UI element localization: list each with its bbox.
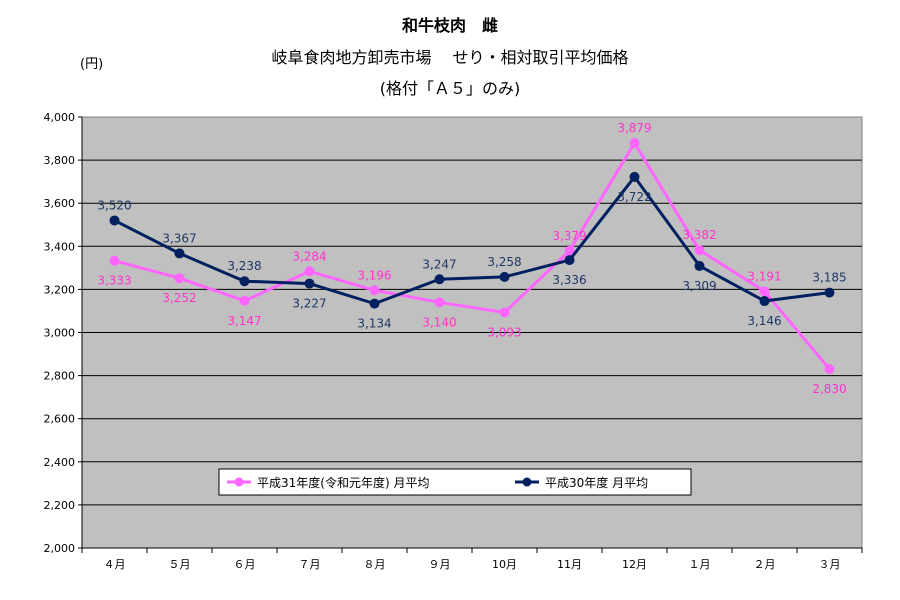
- data-label: 3,093: [487, 325, 521, 339]
- data-label: 2,830: [812, 382, 846, 396]
- data-label: 3,185: [812, 271, 846, 285]
- y-tick-label: 2,200: [44, 499, 76, 512]
- y-tick-label: 3,400: [44, 240, 76, 253]
- y-tick-label: 3,200: [44, 283, 76, 296]
- data-label: 3,333: [97, 274, 131, 288]
- data-point: [759, 296, 770, 307]
- data-label: 3,146: [747, 314, 781, 328]
- legend-marker: [522, 477, 532, 487]
- y-tick-label: 2,000: [44, 542, 76, 555]
- data-point: [824, 364, 835, 375]
- data-point: [109, 215, 120, 226]
- data-label: 3,367: [162, 231, 196, 245]
- x-tick-label: ９月: [429, 558, 451, 571]
- data-point: [694, 260, 705, 271]
- data-point: [434, 297, 445, 308]
- legend-label: 平成30年度 月平均: [545, 475, 648, 490]
- y-tick-label: 3,800: [44, 154, 76, 167]
- data-label: 3,191: [747, 269, 781, 283]
- y-tick-label: 2,800: [44, 370, 76, 383]
- series-line: [114, 141, 831, 371]
- data-label: 3,147: [227, 314, 261, 328]
- data-point: [239, 276, 250, 287]
- chart-title: 和牛枝肉 雌: [401, 16, 498, 35]
- x-tick-label: 10月: [492, 558, 517, 571]
- y-tick-label: 4,000: [44, 111, 76, 124]
- data-point: [629, 138, 640, 149]
- legend-box: [218, 468, 692, 496]
- chart-subtitle-grade: (格付「Ａ５」のみ): [379, 79, 521, 98]
- y-tick-label: 3,600: [44, 197, 76, 210]
- data-label: 3,238: [227, 259, 261, 273]
- data-label: 3,382: [682, 228, 716, 242]
- data-point: [824, 287, 835, 298]
- data-label: 3,879: [617, 121, 651, 135]
- data-point: [174, 273, 185, 284]
- data-point: [629, 171, 640, 182]
- y-tick-label: 2,600: [44, 413, 76, 426]
- x-tick-label: １月: [689, 558, 711, 571]
- data-point: [304, 278, 315, 289]
- data-point: [369, 285, 380, 296]
- x-tick-label: ３月: [819, 558, 841, 571]
- x-tick-label: ８月: [364, 558, 386, 571]
- data-point: [239, 295, 250, 306]
- data-label: 3,520: [97, 198, 131, 212]
- data-point: [694, 245, 705, 256]
- data-label: 3,140: [422, 315, 456, 329]
- data-label: 3,134: [357, 317, 391, 331]
- x-tick-label: ４月: [104, 558, 126, 571]
- legend-marker: [234, 477, 244, 487]
- data-label: 3,252: [162, 291, 196, 305]
- data-point: [174, 248, 185, 259]
- data-label: 3,336: [552, 273, 586, 287]
- x-tick-label: ５月: [169, 558, 191, 571]
- x-tick-label: 11月: [557, 558, 582, 571]
- data-point: [434, 274, 445, 285]
- x-tick-label: 12月: [622, 558, 647, 571]
- data-point: [759, 286, 770, 297]
- data-point: [564, 245, 575, 256]
- x-tick-label: ２月: [754, 558, 776, 571]
- data-label: 3,309: [682, 279, 716, 293]
- data-point: [499, 271, 510, 282]
- x-tick-label: ７月: [299, 558, 321, 571]
- data-point: [109, 255, 120, 266]
- data-label: 3,722: [617, 190, 651, 204]
- series-line: [113, 175, 830, 306]
- x-tick-label: ６月: [234, 558, 256, 571]
- data-label: 3,196: [357, 268, 391, 282]
- data-label: 3,227: [292, 297, 326, 311]
- data-point: [564, 255, 575, 266]
- data-label: 3,284: [292, 249, 326, 263]
- y-tick-label: 3,000: [44, 327, 76, 340]
- y-axis-unit: (円): [80, 57, 104, 72]
- data-point: [369, 298, 380, 309]
- y-tick-label: 2,400: [44, 456, 76, 469]
- data-label: 3,258: [487, 255, 521, 269]
- data-point: [304, 266, 315, 277]
- data-point: [499, 307, 510, 318]
- legend-label: 平成31年度(令和元年度) 月平均: [257, 475, 429, 490]
- chart-subtitle: 岐阜食肉地方卸売市場 せり・相対取引平均価格: [271, 48, 629, 67]
- data-label: 3,247: [422, 257, 456, 271]
- data-label: 3,379: [552, 229, 586, 243]
